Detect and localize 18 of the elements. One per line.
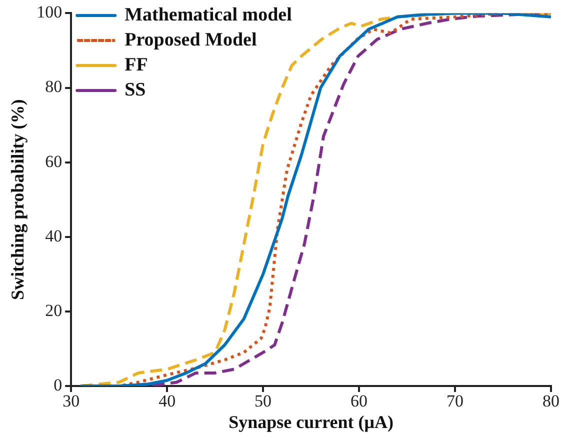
y-tick-label: 20	[45, 300, 62, 320]
x-tick-label: 40	[158, 392, 176, 411]
legend-label: Mathematical model	[124, 4, 292, 26]
legend-label: Proposed Model	[124, 29, 257, 50]
x-tick-label: 50	[254, 392, 272, 411]
y-tick-label: 40	[45, 226, 62, 246]
x-tick-label: 80	[542, 392, 560, 411]
y-tick-label: 100	[36, 2, 62, 22]
x-axis-title: Synapse current (μA)	[228, 412, 394, 432]
x-tick-label: 70	[446, 392, 464, 411]
y-tick-label: 80	[45, 77, 62, 96]
y-tick-label: 0	[54, 375, 62, 394]
x-tick-label: 60	[350, 392, 368, 411]
x-tick-label: 30	[62, 392, 80, 411]
y-axis-title: Switching probability (%)	[7, 99, 28, 300]
legend-label: FF	[124, 54, 148, 76]
legend-label: SS	[124, 79, 146, 100]
y-tick-label: 60	[45, 152, 62, 171]
